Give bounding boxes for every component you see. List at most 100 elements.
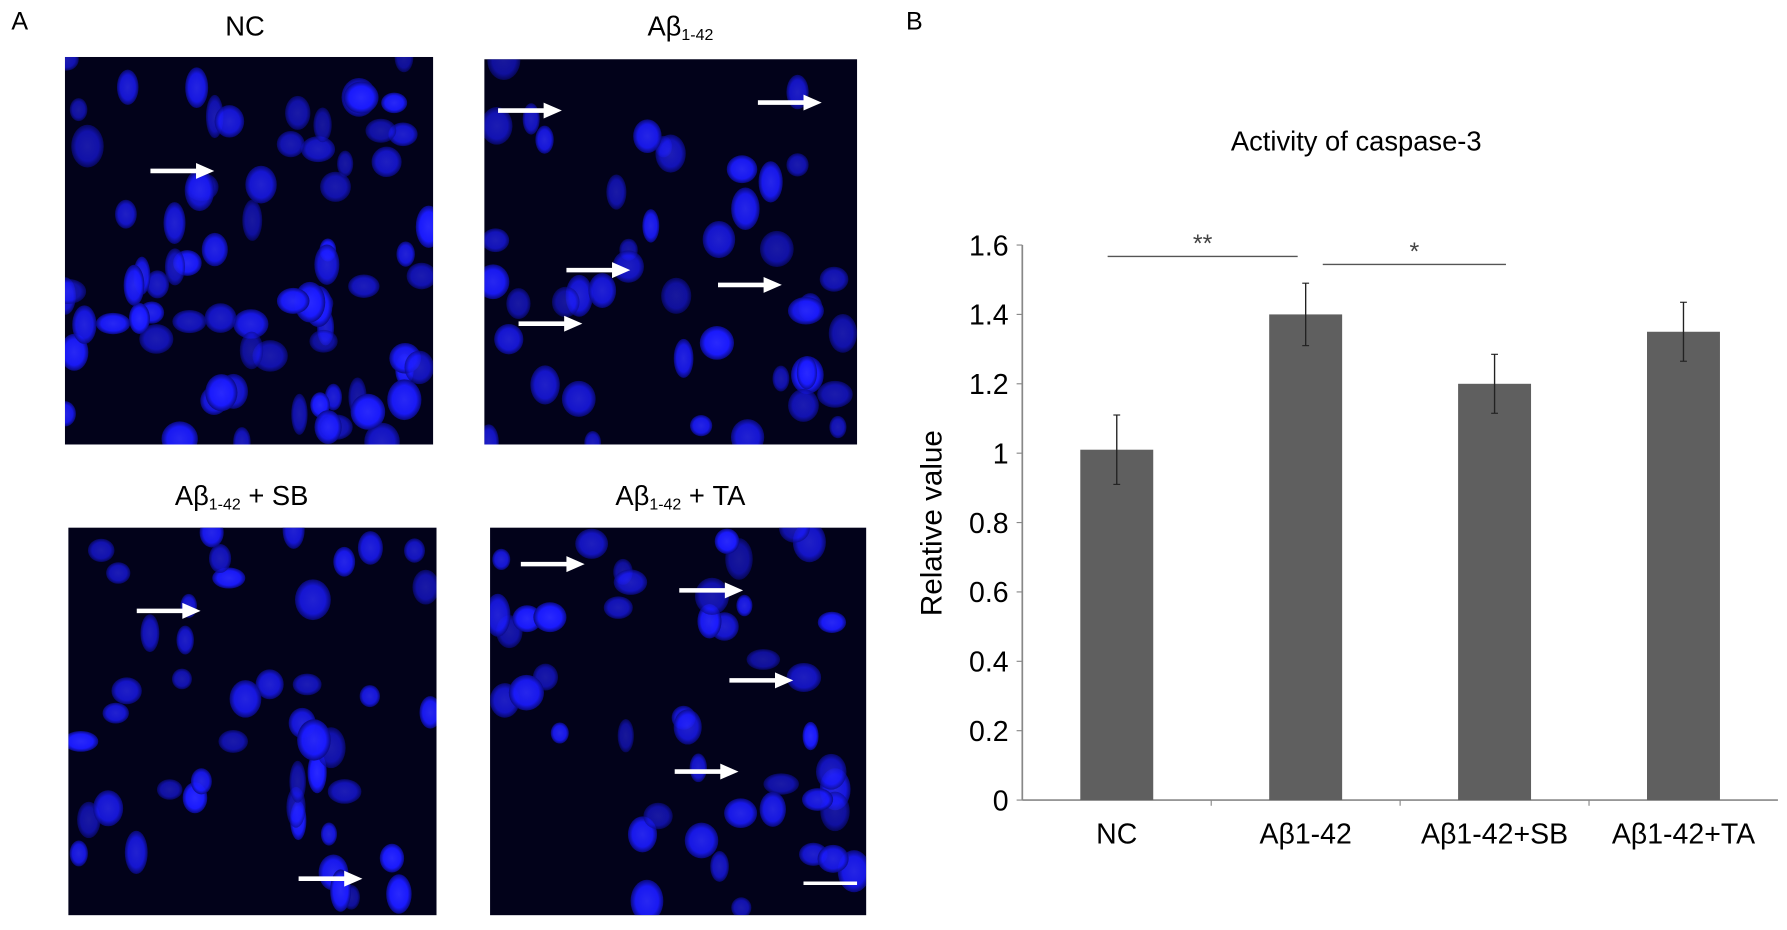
nucleus: [164, 248, 186, 286]
nucleus: [522, 103, 540, 135]
nucleus: [702, 220, 736, 259]
nucleus: [64, 56, 79, 71]
nucleus: [759, 791, 786, 827]
nucleus: [710, 851, 729, 882]
arrow-marker: [679, 582, 744, 599]
nucleus: [386, 874, 412, 914]
nucleus: [242, 199, 263, 241]
nucleus: [71, 124, 104, 168]
nucleus: [140, 614, 160, 653]
nucleus: [535, 125, 554, 154]
nucleus: [494, 323, 524, 355]
nucleus: [201, 232, 228, 267]
arrow-marker: [136, 602, 201, 619]
nucleus: [746, 649, 781, 670]
nucleus: [673, 709, 702, 745]
nucleus: [102, 702, 129, 724]
nucleus: [606, 174, 627, 210]
nucleus: [93, 790, 124, 827]
y-axis-label: Relative value: [915, 430, 948, 616]
bar: [1458, 383, 1532, 801]
nucleus: [163, 202, 186, 244]
micrograph-abeta: [484, 59, 858, 445]
arrow-marker: [150, 162, 215, 179]
nucleus: [802, 721, 819, 751]
nucleus: [255, 669, 284, 700]
nucleus: [214, 105, 245, 138]
nucleus: [730, 419, 765, 445]
nucleus: [171, 668, 192, 690]
arrow-marker: [520, 556, 585, 573]
nucleus: [694, 577, 729, 615]
nucleus: [357, 531, 383, 565]
y-tick-label: 1: [993, 438, 1009, 470]
y-tick-label: 0.2: [969, 716, 1009, 748]
nucleus: [276, 131, 305, 158]
nucleus: [788, 388, 819, 422]
nucleus: [87, 538, 115, 562]
nucleus: [116, 69, 139, 105]
nucleus: [333, 546, 356, 577]
nucleus: [673, 338, 694, 378]
nucleus: [731, 897, 752, 916]
nucleus: [506, 288, 531, 320]
nucleus: [115, 199, 137, 229]
arrow-marker: [518, 315, 583, 332]
nucleus: [492, 548, 511, 571]
image-title-abeta-ta: Aβ1-42 + TA: [615, 480, 746, 513]
nucleus: [387, 379, 422, 421]
nucleus: [124, 830, 148, 874]
nucleus: [419, 696, 437, 729]
nucleus: [613, 569, 648, 595]
nucleus: [111, 677, 142, 705]
nucleus: [484, 264, 510, 300]
arrow-marker: [298, 870, 363, 887]
bar: [1269, 314, 1343, 801]
nucleus: [758, 161, 783, 203]
nucleus: [156, 779, 183, 800]
nucleus: [379, 843, 405, 873]
nucleus: [394, 56, 414, 73]
nucleus: [292, 673, 322, 696]
nucleus: [759, 230, 794, 267]
micrograph-nc: [64, 56, 434, 445]
nucleus: [484, 424, 499, 445]
nucleus: [736, 594, 753, 617]
bar: [1080, 449, 1154, 801]
nucleus: [763, 773, 799, 795]
panel-label-a: A: [11, 6, 29, 36]
image-title-nc: NC: [225, 11, 265, 43]
nucleus: [128, 303, 150, 334]
nucleus: [661, 277, 692, 314]
nucleus: [828, 313, 858, 353]
nucleus: [484, 106, 513, 145]
nucleus: [819, 266, 849, 292]
arrow-marker: [566, 262, 631, 279]
nucleus: [72, 305, 97, 344]
nucleus: [655, 134, 686, 173]
nucleus: [139, 324, 174, 354]
nucleus: [787, 296, 824, 325]
nucleus: [184, 169, 215, 212]
bar-chart: Activity of caspase-3 Relative value 0 0.2 0…: [915, 125, 1778, 850]
nucleus: [381, 92, 408, 114]
nucleus: [239, 331, 264, 370]
nucleus: [603, 596, 633, 619]
nucleus: [123, 264, 145, 306]
nucleus: [815, 753, 847, 790]
nucleus: [294, 579, 331, 621]
nucleus: [406, 262, 434, 290]
nucleus: [642, 209, 660, 243]
nucleus: [684, 822, 719, 859]
nucleus: [297, 719, 331, 761]
nucleus: [690, 415, 713, 437]
nucleus: [204, 303, 237, 333]
nucleus: [289, 760, 306, 803]
significance-label: *: [1409, 238, 1419, 266]
nucleus: [348, 274, 380, 298]
nucleus: [772, 365, 790, 392]
nucleus: [309, 329, 338, 353]
nucleus: [185, 67, 209, 108]
nucleus: [208, 543, 232, 573]
